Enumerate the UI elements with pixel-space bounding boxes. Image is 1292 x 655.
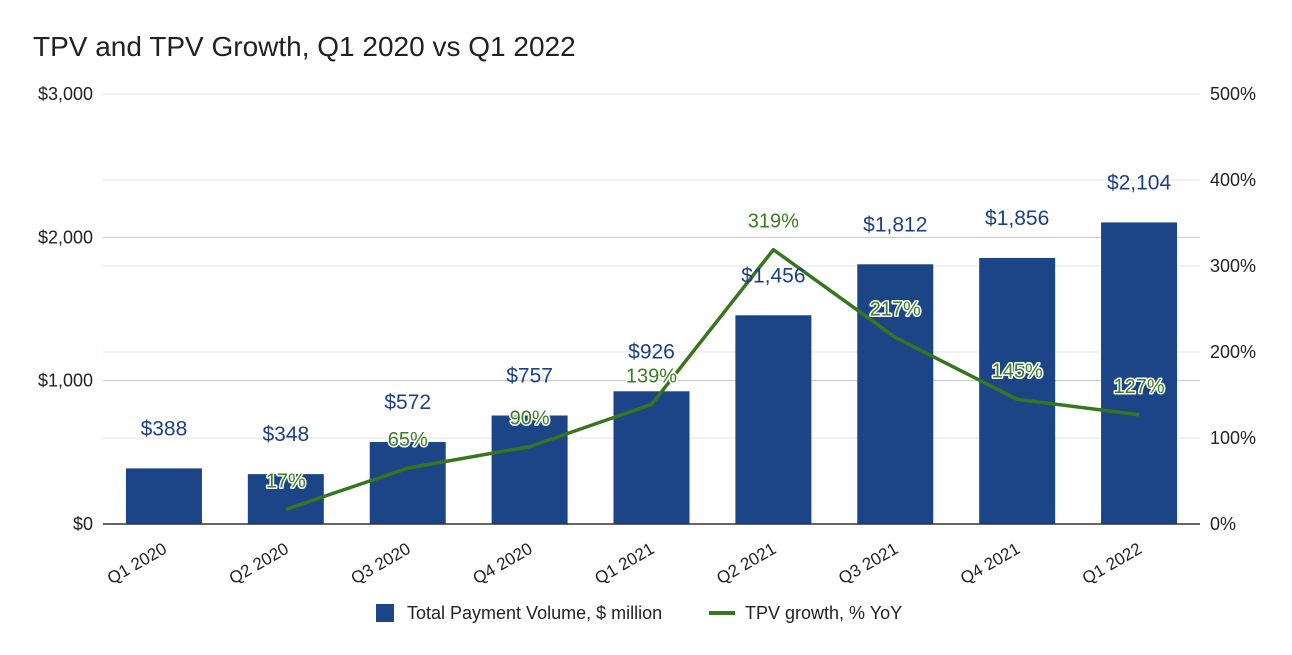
legend: Total Payment Volume, $ million TPV growt… <box>376 603 902 623</box>
growth-value-label: 139% <box>626 365 677 387</box>
growth-value-label: 90% <box>510 408 550 430</box>
growth-value-label: 319% <box>748 211 799 233</box>
growth-value-label: 17% <box>266 470 306 492</box>
bar-value-label: $1,812 <box>863 213 927 236</box>
gridlines <box>103 93 1200 439</box>
bar-value-label: $388 <box>141 417 188 440</box>
bar <box>369 442 446 524</box>
y-right-tick-label: 500% <box>1210 84 1256 104</box>
x-tick-label: Q3 2020 <box>348 539 414 588</box>
bar-value-label: $2,104 <box>1107 171 1172 194</box>
y-axis-left: $0 $1,000 $2,000 $3,000 <box>38 84 93 534</box>
y-left-tick-label: $1,000 <box>38 371 93 391</box>
x-tick-label: Q4 2021 <box>957 539 1023 588</box>
bar-series <box>125 222 1178 524</box>
growth-value-label: 217% <box>870 298 921 320</box>
y-left-tick-label: $3,000 <box>38 84 93 104</box>
line-series <box>285 247 1140 512</box>
x-axis-ticks: Q1 2020 Q2 2020 Q3 2020 Q4 2020 Q1 2021 Q2 20… <box>104 539 1145 588</box>
bar <box>979 257 1056 524</box>
bar-value-label: $572 <box>384 391 431 414</box>
bar <box>125 468 202 524</box>
legend-swatch-bar <box>376 604 394 622</box>
y-right-tick-label: 100% <box>1210 428 1256 448</box>
bar-value-label: $926 <box>628 340 675 363</box>
x-tick-label: Q1 2020 <box>104 539 170 588</box>
bar <box>857 264 934 524</box>
x-tick-label: Q2 2020 <box>226 539 292 588</box>
bar <box>613 391 690 524</box>
y-axis-right: 0% 100% 200% 300% 400% 500% <box>1210 84 1256 534</box>
line-data-labels: 17% 65% 90% 139% 319% 217% 145% 127% <box>264 209 1166 494</box>
y-right-tick-label: 400% <box>1210 170 1256 190</box>
bar <box>491 415 568 524</box>
bar-value-label: $757 <box>506 364 553 387</box>
x-tick-label: Q1 2022 <box>1079 539 1145 588</box>
y-left-tick-label: $0 <box>73 514 93 534</box>
bar <box>1101 222 1178 524</box>
y-right-tick-label: 0% <box>1210 514 1236 534</box>
growth-value-label: 127% <box>1113 376 1164 398</box>
bar-value-label: $1,456 <box>741 264 805 287</box>
growth-value-label: 65% <box>388 429 428 451</box>
chart-title: TPV and TPV Growth, Q1 2020 vs Q1 2022 <box>33 31 576 62</box>
y-right-tick-label: 300% <box>1210 256 1256 276</box>
growth-line <box>285 247 1140 512</box>
bar-data-labels: $388 $348 $572 $757 $926 $1,456 $1,812 $1,856 $2… <box>141 171 1172 446</box>
bar-value-label: $348 <box>262 423 309 446</box>
y-right-tick-label: 200% <box>1210 342 1256 362</box>
x-tick-label: Q2 2021 <box>713 539 779 588</box>
x-tick-label: Q3 2021 <box>835 539 901 588</box>
x-tick-label: Q1 2021 <box>592 539 658 588</box>
y-left-tick-label: $2,000 <box>38 227 93 247</box>
bar <box>735 315 812 524</box>
x-tick-label: Q4 2020 <box>470 539 536 588</box>
legend-label-bar: Total Payment Volume, $ million <box>407 603 662 623</box>
legend-label-line: TPV growth, % YoY <box>745 603 902 623</box>
growth-value-label: 145% <box>992 360 1043 382</box>
bar-value-label: $1,856 <box>985 207 1049 230</box>
